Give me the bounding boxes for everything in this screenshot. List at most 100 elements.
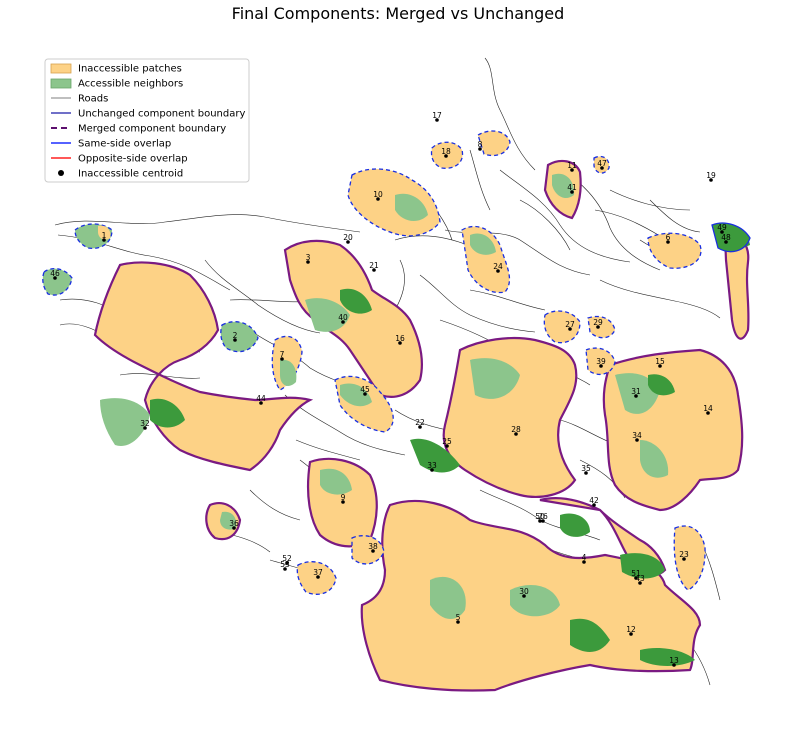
centroid-label: 29 bbox=[593, 318, 603, 327]
centroid-dot bbox=[592, 503, 596, 507]
centroid-label: 10 bbox=[373, 190, 383, 199]
legend-item: Inaccessible patches bbox=[50, 64, 182, 75]
centroid-dot bbox=[444, 154, 448, 158]
centroid-dot bbox=[435, 118, 439, 122]
region-northwest bbox=[93, 261, 314, 472]
centroid-32: 32 bbox=[140, 419, 150, 430]
centroid-label: 40 bbox=[338, 313, 348, 322]
region-41-accessible bbox=[552, 173, 575, 199]
centroid-label: 24 bbox=[493, 262, 503, 271]
legend-label: Same-side overlap bbox=[78, 139, 171, 150]
centroid-1: 1 bbox=[102, 231, 107, 242]
centroid-49: 49 bbox=[717, 223, 727, 234]
centroid-label: 9 bbox=[341, 493, 346, 502]
centroid-label: 1 bbox=[102, 231, 107, 240]
centroid-38: 38 bbox=[368, 542, 378, 553]
region-29 bbox=[587, 315, 616, 339]
centroid-12: 12 bbox=[626, 625, 636, 636]
centroid-dot bbox=[634, 394, 638, 398]
centroid-label: 26 bbox=[538, 512, 548, 521]
centroid-label: 18 bbox=[441, 147, 451, 156]
centroid-29: 29 bbox=[593, 318, 603, 329]
region-west-central bbox=[283, 239, 424, 398]
legend-item: Merged component boundary bbox=[51, 124, 226, 135]
region-east-dark bbox=[648, 374, 675, 396]
centroid-dot bbox=[283, 567, 287, 571]
centroid-46: 46 bbox=[50, 269, 60, 280]
centroid-28: 28 bbox=[511, 425, 521, 436]
centroid-label: 32 bbox=[140, 419, 150, 428]
legend-item: Roads bbox=[51, 94, 108, 105]
region-south-dark bbox=[570, 618, 610, 652]
centroid-label: 11 bbox=[567, 161, 577, 170]
centroid-35: 35 bbox=[581, 464, 591, 475]
centroid-dot bbox=[398, 341, 402, 345]
region-south-dark-2 bbox=[640, 648, 695, 666]
centroid-dot bbox=[599, 364, 603, 368]
legend: Inaccessible patches Accessible neighbors… bbox=[44, 58, 250, 183]
centroid-dot bbox=[582, 560, 586, 564]
region-west-south-accessible bbox=[320, 468, 352, 495]
centroid-dot bbox=[341, 500, 345, 504]
centroid-dot bbox=[306, 260, 310, 264]
legend-label: Inaccessible patches bbox=[78, 64, 182, 75]
centroid-label: 33 bbox=[427, 461, 437, 470]
centroid-8: 8 bbox=[478, 140, 483, 151]
centroid-label: 6 bbox=[666, 233, 671, 242]
centroid-50: 50 bbox=[535, 512, 545, 523]
region-1-inaccessible bbox=[98, 225, 111, 240]
centroid-33: 33 bbox=[427, 461, 437, 472]
centroid-dot bbox=[666, 240, 670, 244]
centroid-17: 17 bbox=[432, 111, 442, 122]
centroid-label: 47 bbox=[597, 159, 607, 168]
centroid-dot bbox=[418, 425, 422, 429]
centroid-label: 48 bbox=[721, 233, 731, 242]
legend-label: Accessible neighbors bbox=[78, 79, 183, 90]
centroid-label: 35 bbox=[581, 464, 591, 473]
region-south-accessible-2 bbox=[510, 585, 560, 617]
centroid-label: 22 bbox=[415, 418, 425, 427]
centroid-10: 10 bbox=[373, 190, 383, 201]
legend-item: Unchanged component boundary bbox=[51, 109, 245, 120]
centroid-layer: 1234567891011121314151617181920212223242… bbox=[50, 111, 731, 667]
centroid-dot bbox=[682, 557, 686, 561]
centroid-label: 25 bbox=[442, 437, 452, 446]
centroid-dot bbox=[706, 411, 710, 415]
centroid-dot bbox=[568, 327, 572, 331]
centroid-41: 41 bbox=[567, 183, 577, 194]
centroid-dot bbox=[233, 338, 237, 342]
legend-label: Inaccessible centroid bbox=[78, 169, 183, 180]
centroid-dot bbox=[634, 576, 638, 580]
legend-label: Merged component boundary bbox=[78, 124, 226, 135]
legend-label: Unchanged component boundary bbox=[78, 109, 245, 120]
centroid-dot bbox=[478, 147, 482, 151]
centroid-24: 24 bbox=[493, 262, 503, 273]
centroid-label: 5 bbox=[456, 613, 461, 622]
centroid-dot bbox=[514, 432, 518, 436]
legend-item: Accessible neighbors bbox=[50, 79, 183, 90]
centroid-label: 31 bbox=[631, 387, 641, 396]
centroid-label: 30 bbox=[519, 587, 529, 596]
region-east-accessible-2 bbox=[640, 440, 669, 478]
centroid-label: 51 bbox=[631, 569, 641, 578]
centroid-36: 36 bbox=[229, 519, 239, 530]
centroid-dot bbox=[635, 438, 639, 442]
centroid-label: 20 bbox=[343, 233, 353, 242]
centroid-dot bbox=[102, 238, 106, 242]
region-central-dark bbox=[410, 438, 460, 473]
region-10 bbox=[347, 168, 441, 237]
region-central bbox=[442, 336, 578, 498]
centroid-dot bbox=[341, 320, 345, 324]
centroid-label: 45 bbox=[360, 385, 370, 394]
legend-item: Inaccessible centroid bbox=[58, 169, 183, 180]
centroid-19: 19 bbox=[706, 171, 716, 182]
centroid-18: 18 bbox=[441, 147, 451, 158]
centroid-22: 22 bbox=[415, 418, 425, 429]
region-northwest-accessible bbox=[100, 398, 150, 446]
region-24-accessible bbox=[470, 233, 496, 255]
centroid-label: 4 bbox=[582, 553, 587, 562]
centroid-label: 21 bbox=[369, 261, 379, 270]
legend-label: Opposite-side overlap bbox=[78, 154, 188, 165]
centroid-dot bbox=[600, 166, 604, 170]
legend-item: Opposite-side overlap bbox=[51, 154, 188, 165]
